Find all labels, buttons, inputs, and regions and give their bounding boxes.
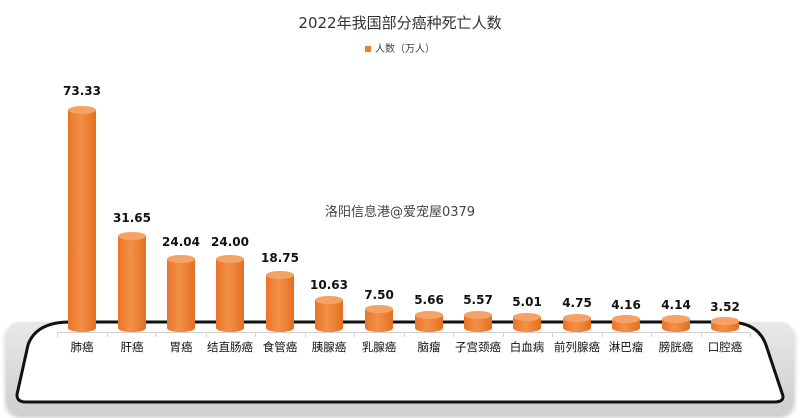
- x-axis: [57, 332, 750, 333]
- category-label: 前列腺癌: [554, 340, 600, 354]
- category-label: 肺癌: [70, 340, 94, 354]
- value-label: 4.75: [562, 296, 592, 310]
- axis-tick: [57, 332, 58, 337]
- axis-tick: [305, 332, 306, 337]
- axis-tick: [651, 332, 652, 337]
- category-label: 结直肠癌: [207, 340, 253, 354]
- axis-tick: [206, 332, 207, 337]
- chart-legend: 人数（万人）: [0, 40, 800, 55]
- chart-title: 2022年我国部分癌种死亡人数: [298, 14, 502, 32]
- category-label: 肝癌: [120, 340, 144, 354]
- axis-tick: [255, 332, 256, 337]
- value-label: 5.57: [463, 293, 493, 307]
- legend-swatch: [365, 46, 371, 52]
- axis-tick: [602, 332, 603, 337]
- value-label: 24.00: [211, 235, 249, 249]
- category-label: 白血病: [509, 340, 545, 354]
- category-label: 胰腺癌: [311, 340, 347, 354]
- value-label: 3.52: [710, 300, 740, 314]
- category-label: 口腔癌: [707, 340, 743, 354]
- bar-liver: [118, 232, 146, 332]
- value-label: 7.50: [364, 288, 394, 302]
- axis-tick: [354, 332, 355, 337]
- axis-tick: [503, 332, 504, 337]
- watermark: 洛阳信息港@爱宠屋0379: [324, 205, 476, 220]
- axis-tick: [156, 332, 157, 337]
- category-label: 胃癌: [169, 340, 193, 354]
- bar-cervical: [464, 311, 492, 332]
- value-label: 18.75: [261, 251, 299, 265]
- bar-breast: [365, 305, 393, 332]
- axis-tick: [404, 332, 405, 337]
- value-label: 5.66: [414, 293, 444, 307]
- bar-lung: [68, 106, 96, 332]
- bar-oral: [711, 317, 739, 332]
- value-label: 73.33: [63, 84, 101, 98]
- bar-prostate: [563, 314, 591, 332]
- legend-label: 人数（万人）: [375, 44, 435, 55]
- value-label: 5.01: [512, 295, 542, 309]
- category-label: 淋巴瘤: [608, 340, 644, 354]
- bar-bladder: [662, 315, 690, 332]
- bar-stomach: [167, 255, 195, 332]
- bar-esophageal: [266, 271, 294, 332]
- category-label: 乳腺癌: [361, 340, 397, 354]
- category-label: 膀胱癌: [658, 340, 694, 354]
- value-label: 4.16: [611, 298, 641, 312]
- axis-tick: [552, 332, 553, 337]
- bar-brain: [415, 311, 443, 332]
- bar-leukemia: [513, 313, 541, 332]
- axis-tick: [107, 332, 108, 337]
- axis-tick: [701, 332, 702, 337]
- category-label: 食管癌: [262, 340, 298, 354]
- bar-pancreatic: [315, 296, 343, 332]
- bar-lymphoma: [612, 315, 640, 332]
- axis-tick: [453, 332, 454, 337]
- value-label: 24.04: [162, 235, 200, 249]
- value-label: 31.65: [113, 211, 151, 225]
- bar-colorectal: [216, 255, 244, 332]
- category-label: 脑瘤: [417, 340, 441, 354]
- value-label: 4.14: [661, 298, 691, 312]
- value-label: 10.63: [310, 278, 348, 292]
- category-label: 子宫颈癌: [455, 340, 501, 354]
- axis-tick: [750, 332, 751, 337]
